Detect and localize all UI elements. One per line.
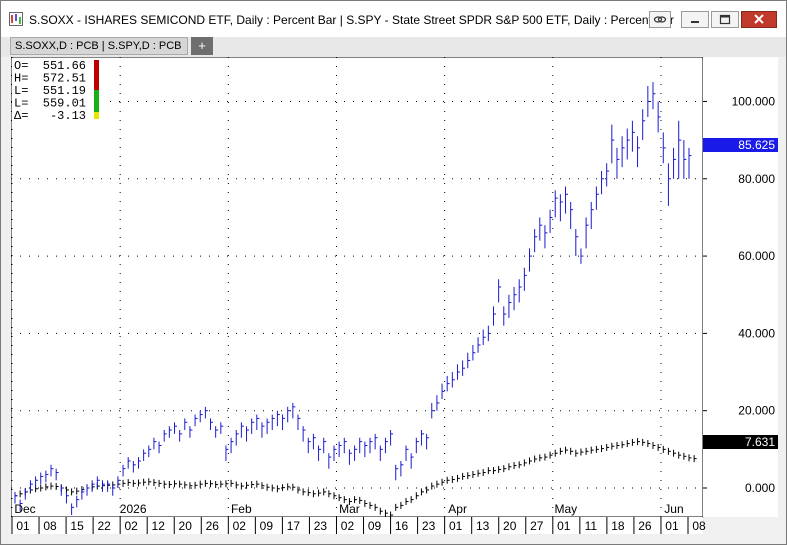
ohlc-panel: O= 551.66 H= 572.51 L= 551.19 L= 559.01 Δ= -3.13 (12, 58, 102, 123)
x-tick-label: 17 (287, 519, 301, 533)
last-value-spy: 7.631 (703, 435, 778, 449)
x-tick-label: 09 (260, 519, 274, 533)
minimize-icon (691, 21, 699, 23)
x-tick-label: 08 (692, 519, 706, 533)
x-tick-label: 18 (611, 519, 625, 533)
soxx-series (14, 82, 692, 516)
y-tick-label: 40.000 (738, 326, 775, 340)
add-tab-button[interactable]: + (191, 37, 213, 55)
soxx-last-badge (703, 138, 778, 152)
x-tick-label: 11 (585, 519, 598, 533)
range-bar-red (94, 60, 99, 90)
ohlc-label: O= (14, 59, 28, 73)
ohlc-value: 559.01 (43, 97, 86, 111)
x-tick-label: 09 (368, 519, 382, 533)
x-tick-label: 02 (124, 519, 138, 533)
ohlc-panel-bg (12, 58, 102, 122)
spy-last-value: 7.631 (745, 435, 775, 449)
month-label: 2026 (120, 502, 147, 516)
ohlc-value: 572.51 (43, 72, 86, 86)
x-tick-label: 22 (97, 519, 111, 533)
grid (11, 57, 703, 517)
month-label: Feb (231, 502, 252, 516)
y-tick-label: 60.000 (738, 249, 775, 263)
ohlc-value: 551.66 (43, 59, 86, 73)
close-icon (754, 14, 764, 24)
x-tick-label: 01 (557, 519, 571, 533)
y-axis: 0.000 20.000 40.000 60.000 80.000 100.000 (703, 94, 775, 495)
ohlc-label: H= (14, 72, 28, 86)
window-title: S.SOXX - ISHARES SEMICOND ETF, Daily : P… (29, 13, 674, 27)
x-tick-label: 26 (638, 519, 652, 533)
x-tick-label: 27 (530, 519, 544, 533)
x-tick-label: 13 (476, 519, 490, 533)
ohlc-value: 551.19 (43, 84, 86, 98)
tab-bar: S.SOXX,D : PCB | S.SPY,D : PCB + (1, 37, 786, 57)
x-tick-label: 02 (341, 519, 355, 533)
maximize-icon (719, 14, 731, 25)
x-tick-label: 01 (449, 519, 463, 533)
x-tick-label: 01 (16, 519, 30, 533)
y-tick-label: 80.000 (738, 172, 775, 186)
app-icon (9, 12, 23, 26)
month-label: Mar (339, 502, 360, 516)
minimize-button[interactable] (681, 11, 709, 28)
plot-area (11, 57, 704, 518)
y-tick-label: 0.000 (745, 481, 775, 495)
range-bar-yellow (94, 112, 99, 119)
x-tick-label: 23 (422, 519, 436, 533)
x-tick-label: 26 (206, 519, 220, 533)
link-icon (653, 16, 667, 23)
last-value-soxx: 85.625 (703, 138, 778, 152)
ohlc-label: L= (14, 97, 28, 111)
chart-area[interactable]: 0.000 20.000 40.000 60.000 80.000 100.000 01 0… (11, 57, 778, 534)
x-tick-label: 02 (233, 519, 247, 533)
x-tick-label: 12 (152, 519, 166, 533)
spy-last-badge (703, 435, 778, 449)
x-tick-label: 20 (503, 519, 517, 533)
x-axis: 01 08 15 22 02 12 20 26 02 09 17 23 02 09 16 23 01 13 20 27… (11, 502, 706, 534)
x-tick-label: 23 (314, 519, 328, 533)
link-button[interactable] (649, 11, 671, 28)
range-bar-green (94, 90, 99, 112)
soxx-last-value: 85.625 (738, 138, 775, 152)
y-tick-label: 100.000 (732, 94, 776, 108)
month-label: Jun (664, 502, 683, 516)
month-label: Dec (14, 502, 35, 516)
maximize-button[interactable] (711, 11, 739, 28)
title-bar[interactable]: S.SOXX - ISHARES SEMICOND ETF, Daily : P… (1, 1, 786, 37)
month-label: May (554, 502, 577, 516)
close-button[interactable] (741, 11, 777, 28)
x-tick-label: 20 (179, 519, 193, 533)
x-tick-label: 16 (395, 519, 409, 533)
x-tick-label: 08 (43, 519, 57, 533)
x-tick-label: 15 (70, 519, 84, 533)
y-tick-label: 20.000 (738, 404, 775, 418)
x-tick-label: 01 (665, 519, 679, 533)
month-label: Apr (448, 502, 467, 516)
tab-chart[interactable]: S.SOXX,D : PCB | S.SPY,D : PCB (10, 37, 188, 55)
ohlc-label: L= (14, 84, 28, 98)
ohlc-label: Δ= (14, 109, 28, 123)
ohlc-value: -3.13 (50, 109, 86, 123)
date-axis (11, 517, 703, 534)
